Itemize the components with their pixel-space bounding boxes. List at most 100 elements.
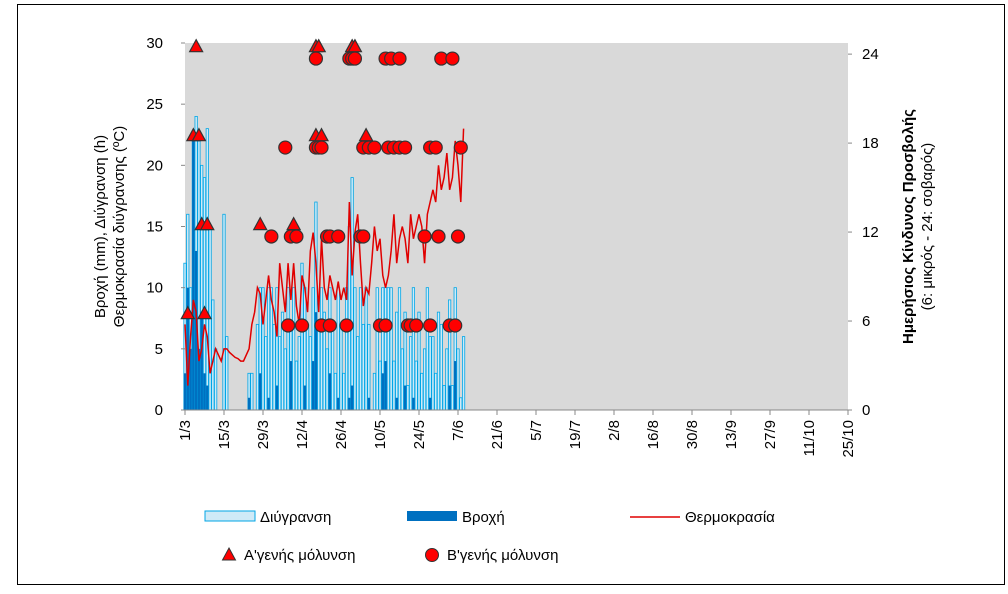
marker-circle bbox=[397, 140, 413, 155]
x-tick-label: 12/4 bbox=[294, 420, 311, 449]
marker-triangle bbox=[188, 38, 204, 53]
legend-label: Α'γενής μόλυνση bbox=[244, 547, 355, 564]
bar bbox=[189, 348, 192, 410]
bar bbox=[292, 287, 296, 411]
x-tick-label: 26/4 bbox=[333, 420, 350, 449]
marker-circle bbox=[331, 229, 346, 244]
x-tick-label: 27/9 bbox=[762, 420, 779, 449]
bar bbox=[261, 287, 265, 411]
y-axis-title: Θερμοκρασία διύγρανσης (ºC) bbox=[111, 126, 128, 327]
bar bbox=[420, 372, 424, 411]
bar bbox=[289, 361, 293, 410]
bar bbox=[384, 361, 387, 410]
bar bbox=[412, 397, 415, 410]
bar bbox=[286, 287, 290, 411]
bar bbox=[439, 323, 443, 411]
bar bbox=[397, 287, 402, 411]
marker-triangle bbox=[199, 216, 215, 231]
bar bbox=[395, 311, 399, 411]
y2-axis-title: Ημερήσιος Κίνδυνος Προσβολής bbox=[900, 109, 917, 344]
marker-circle bbox=[322, 318, 337, 333]
x-tick-label: 5/7 bbox=[528, 420, 545, 441]
marker-triangle bbox=[191, 127, 207, 142]
legend-swatch bbox=[425, 548, 439, 562]
marker-circle bbox=[417, 229, 432, 244]
marker-circle bbox=[314, 140, 329, 155]
x-tick-label: 16/8 bbox=[645, 420, 662, 449]
plot bbox=[180, 38, 468, 411]
x-tick-label: 7/6 bbox=[450, 420, 467, 441]
bar bbox=[425, 287, 429, 411]
bar bbox=[392, 360, 396, 411]
legend-swatch bbox=[221, 546, 237, 561]
bar bbox=[333, 372, 338, 411]
bar bbox=[422, 348, 427, 411]
bar bbox=[319, 287, 324, 411]
x-tick-label: 11/10 bbox=[801, 420, 818, 456]
bar bbox=[367, 323, 371, 411]
bar bbox=[259, 373, 262, 410]
bar bbox=[303, 385, 306, 410]
bar bbox=[348, 397, 351, 410]
bar bbox=[294, 360, 299, 411]
bar bbox=[381, 373, 384, 410]
bar bbox=[342, 372, 346, 411]
bar bbox=[361, 323, 365, 411]
bar bbox=[445, 348, 449, 411]
marker-circle bbox=[356, 229, 371, 244]
bar bbox=[454, 361, 457, 410]
bar bbox=[192, 140, 195, 410]
marker-triangle bbox=[286, 216, 302, 231]
marker-circle bbox=[339, 318, 354, 333]
marker-triangle bbox=[180, 305, 196, 320]
bar bbox=[372, 372, 377, 411]
legend-swatch bbox=[407, 511, 457, 521]
bar bbox=[395, 397, 398, 410]
bar bbox=[358, 287, 363, 411]
bar bbox=[264, 336, 268, 411]
bar bbox=[344, 287, 349, 411]
marker-circle bbox=[280, 318, 296, 333]
x-tick-label: 21/6 bbox=[489, 420, 506, 449]
bar bbox=[448, 385, 451, 410]
y-tick-label: 10 bbox=[146, 280, 163, 297]
bar bbox=[183, 373, 187, 410]
bar bbox=[450, 385, 455, 411]
marker-circle bbox=[453, 140, 468, 155]
bar bbox=[364, 287, 368, 411]
bar bbox=[367, 397, 371, 410]
bar bbox=[356, 336, 360, 411]
marker-circle bbox=[294, 318, 310, 333]
bar bbox=[278, 336, 282, 411]
legend-swatch bbox=[204, 510, 256, 522]
bar bbox=[336, 287, 340, 411]
marker-circle bbox=[264, 229, 279, 244]
y2-tick-label: 12 bbox=[862, 224, 879, 241]
bar bbox=[325, 348, 329, 411]
marker-circle bbox=[392, 51, 407, 66]
y-tick-label: 15 bbox=[146, 219, 163, 236]
bar bbox=[197, 348, 201, 410]
bar bbox=[436, 311, 441, 411]
marker-circle bbox=[445, 51, 460, 66]
line bbox=[184, 128, 465, 386]
marker-triangle bbox=[358, 127, 374, 142]
y-tick-label: 0 bbox=[155, 402, 163, 419]
bar bbox=[389, 287, 393, 411]
bar bbox=[205, 128, 209, 411]
bar bbox=[428, 397, 432, 410]
bar bbox=[222, 213, 226, 411]
bar bbox=[206, 385, 209, 410]
legend-label: Διύγρανση bbox=[260, 509, 331, 526]
marker-circle bbox=[278, 140, 293, 155]
bar bbox=[200, 312, 203, 410]
marker-triangle bbox=[252, 216, 268, 231]
bar bbox=[456, 348, 460, 411]
bar bbox=[431, 336, 435, 411]
bar bbox=[386, 287, 390, 411]
bar bbox=[434, 372, 438, 411]
marker-triangle bbox=[311, 38, 327, 53]
x-tick-label: 24/5 bbox=[411, 420, 428, 449]
bar bbox=[311, 361, 315, 410]
